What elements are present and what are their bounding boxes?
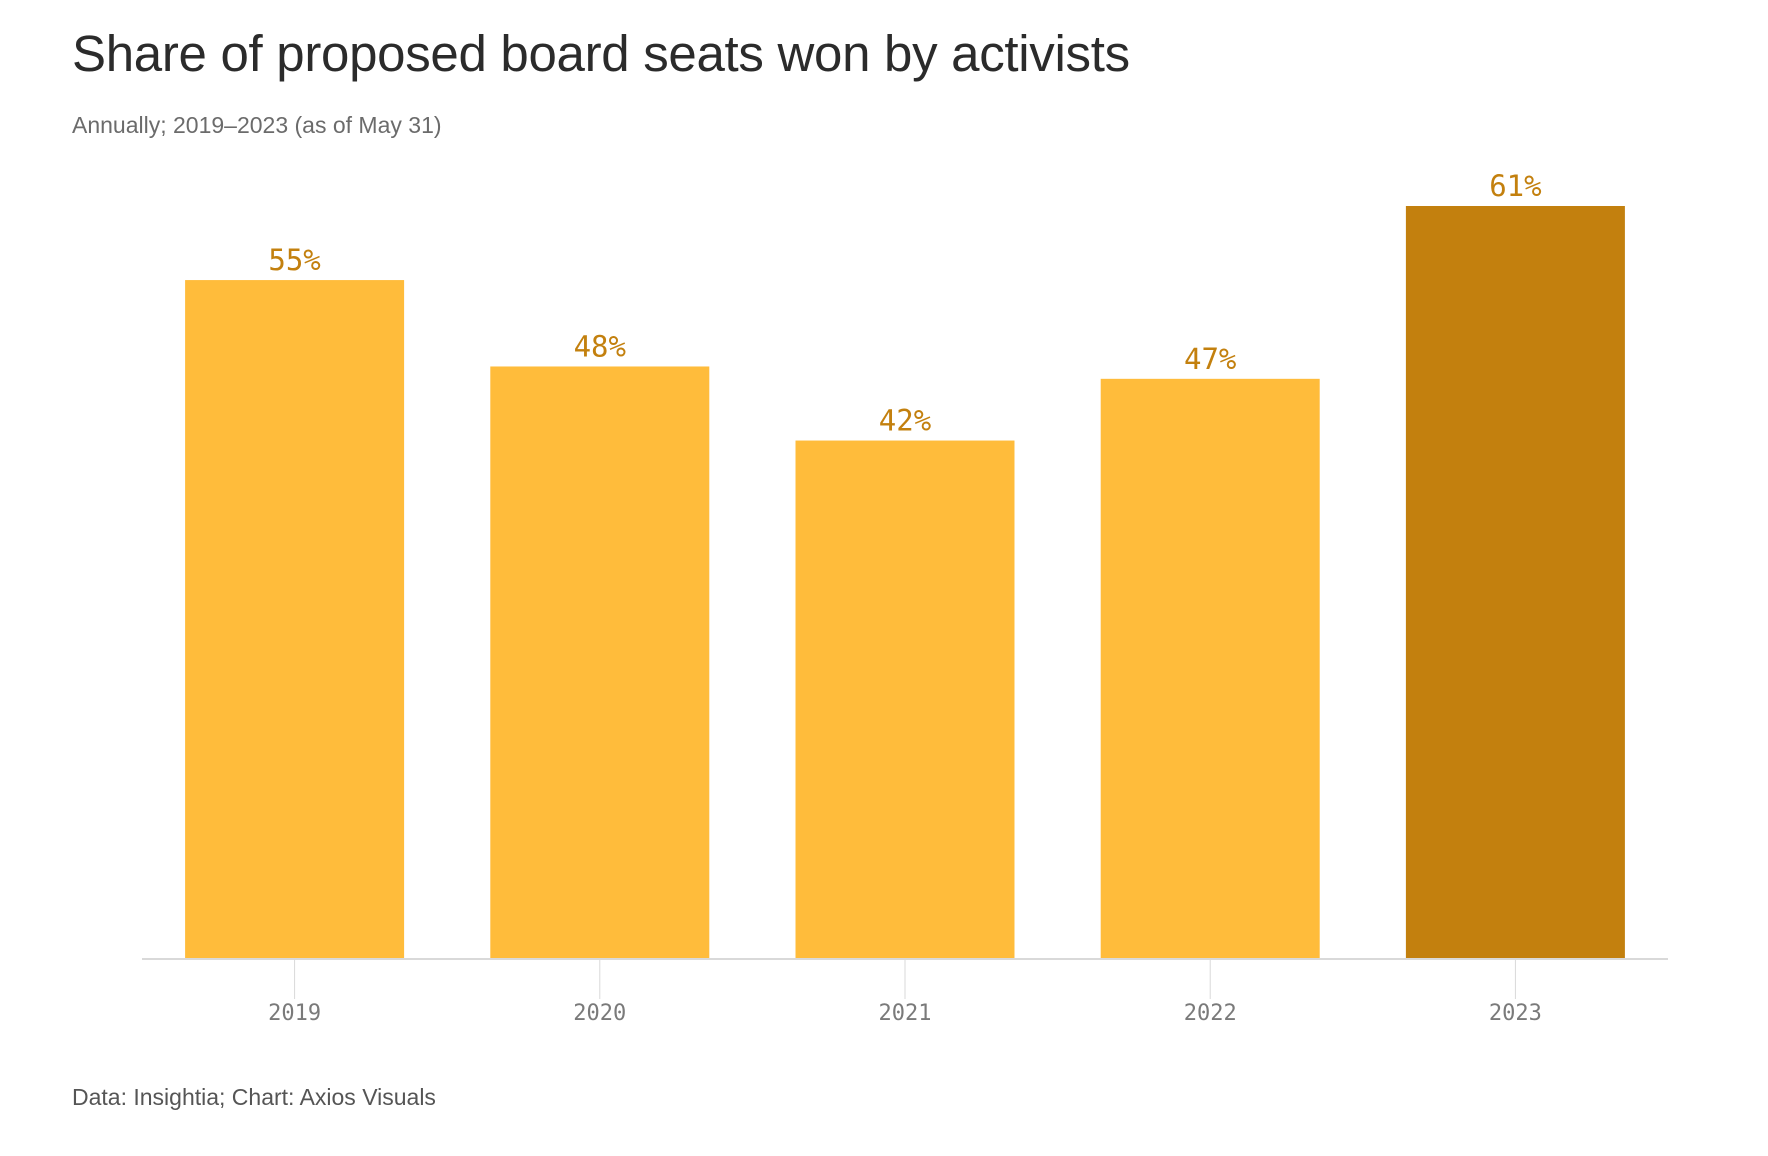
- x-tick-label-2019: 2019: [268, 1001, 321, 1026]
- value-labels-group: 55% 48% 42% 47% 61%: [268, 169, 1541, 438]
- value-label-2019: 55%: [268, 243, 320, 277]
- bar-2023: [1405, 206, 1625, 959]
- value-label-2022: 47%: [1184, 342, 1236, 376]
- x-axis-ticks-group: [294, 959, 1516, 999]
- chart-title: Share of proposed board seats won by act…: [72, 25, 1130, 82]
- bar-2020: [490, 366, 710, 959]
- value-label-2021: 42%: [879, 404, 931, 438]
- value-label-2020: 48%: [574, 329, 626, 363]
- bars-group: [185, 206, 1625, 960]
- x-axis-tick-labels-group: 2019 2020 2021 2022 2023: [268, 1001, 1542, 1026]
- chart-subtitle: Annually; 2019–2023 (as of May 31): [72, 112, 442, 138]
- x-tick-label-2022: 2022: [1184, 1001, 1237, 1026]
- bar-2022: [1100, 378, 1320, 959]
- value-label-2023: 61%: [1489, 169, 1541, 203]
- x-tick-label-2023: 2023: [1489, 1001, 1542, 1026]
- x-tick-label-2020: 2020: [573, 1001, 626, 1026]
- x-tick-label-2021: 2021: [879, 1001, 932, 1026]
- bar-2021: [795, 440, 1015, 959]
- source-note: Data: Insightia; Chart: Axios Visuals: [72, 1084, 436, 1110]
- bar-2019: [185, 280, 405, 960]
